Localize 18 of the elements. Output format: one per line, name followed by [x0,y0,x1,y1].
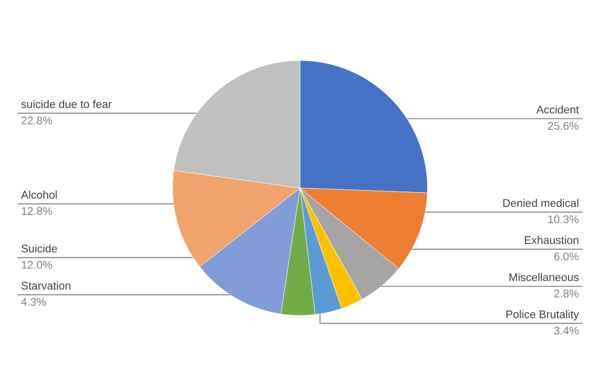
slice-label: Denied medical [503,198,578,207]
slice-label: Miscellaneous [510,272,579,282]
data-label: 3.4% [554,326,579,335]
data-label: 4.3% [21,298,46,306]
data-label: 22.8% [22,116,52,124]
data-label: 6.0% [554,252,579,260]
data-label: 12.8% [22,207,52,215]
slice-label: Police Brutality [506,310,579,320]
data-label: 25.6% [548,122,579,130]
slice-label: Suicide [22,244,57,252]
slice-label: Alcohol [21,190,57,199]
data-label: 10.3% [548,215,579,224]
slice-label: suicide due to fear [21,100,112,108]
data-label: 12.0% [22,260,52,269]
data-label: 2.8% [554,290,579,298]
slice-label: Starvation [22,281,70,290]
slice-label: Accident [536,105,579,114]
slice-label: Exhaustion [524,236,578,244]
